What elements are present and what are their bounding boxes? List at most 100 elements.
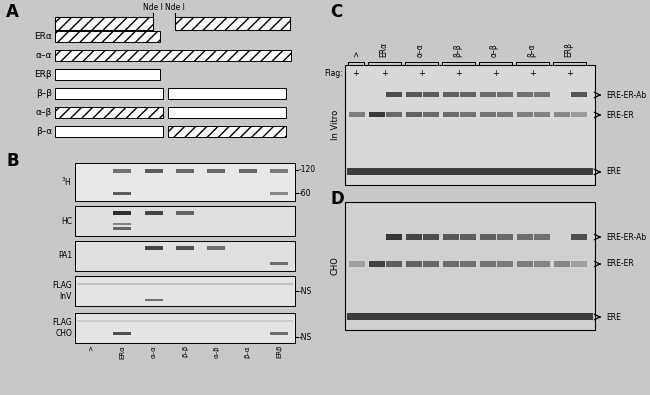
Text: ERE-ER: ERE-ER: [606, 260, 634, 269]
Text: Nde I: Nde I: [143, 3, 163, 12]
Bar: [144, 299, 162, 301]
Bar: [270, 169, 289, 173]
Text: β–β: β–β: [453, 43, 462, 57]
Text: ERE: ERE: [606, 312, 621, 322]
Bar: [113, 169, 131, 173]
Text: β–α: β–α: [527, 43, 536, 57]
Text: ERβ: ERβ: [34, 70, 52, 79]
Bar: [55, 88, 163, 99]
Bar: [270, 192, 289, 195]
Bar: [460, 92, 476, 97]
Bar: [460, 234, 476, 240]
Text: ERβ: ERβ: [276, 345, 282, 359]
Text: D: D: [330, 190, 344, 208]
Bar: [497, 261, 512, 267]
Text: Nde I: Nde I: [165, 3, 185, 12]
Text: CHO: CHO: [330, 257, 339, 275]
Bar: [55, 50, 291, 61]
Text: β–β: β–β: [36, 89, 52, 98]
Text: +: +: [566, 68, 573, 77]
Bar: [534, 112, 549, 117]
Bar: [534, 234, 549, 240]
Text: FLAG
InV: FLAG InV: [52, 281, 72, 301]
Bar: [77, 320, 293, 322]
Bar: [75, 313, 295, 343]
Bar: [176, 169, 194, 173]
Bar: [406, 261, 421, 267]
Bar: [113, 211, 131, 215]
Text: α–α: α–α: [416, 43, 425, 57]
Bar: [369, 112, 385, 117]
Text: -NS: -NS: [299, 286, 312, 295]
Bar: [517, 261, 532, 267]
Bar: [144, 246, 162, 250]
Text: +: +: [455, 68, 462, 77]
Text: ERα: ERα: [34, 32, 52, 41]
Bar: [347, 168, 593, 175]
Text: +: +: [418, 68, 425, 77]
Bar: [347, 313, 593, 320]
Bar: [571, 112, 586, 117]
Bar: [144, 211, 162, 215]
Bar: [534, 92, 549, 97]
Text: C: C: [330, 3, 343, 21]
Bar: [348, 261, 365, 267]
Text: B: B: [6, 152, 19, 170]
Bar: [517, 112, 532, 117]
Bar: [480, 112, 495, 117]
Bar: [554, 261, 569, 267]
Bar: [554, 112, 569, 117]
Bar: [443, 112, 458, 117]
Text: ERE-ER-Ab: ERE-ER-Ab: [606, 233, 646, 241]
Bar: [75, 276, 295, 306]
Bar: [345, 65, 595, 185]
Bar: [239, 169, 257, 173]
Text: +: +: [381, 68, 388, 77]
Bar: [55, 126, 163, 137]
Bar: [113, 192, 131, 195]
Bar: [385, 261, 402, 267]
Bar: [406, 234, 421, 240]
Text: α–β: α–β: [490, 43, 499, 57]
Text: α–α: α–α: [151, 345, 157, 358]
Bar: [75, 206, 295, 236]
Text: +: +: [352, 68, 359, 77]
Text: Flag:: Flag:: [324, 68, 343, 77]
Text: $^3$H: $^3$H: [61, 176, 72, 188]
Text: ERE-ER-Ab: ERE-ER-Ab: [606, 90, 646, 100]
Bar: [345, 202, 595, 330]
Bar: [406, 92, 421, 97]
Bar: [480, 261, 495, 267]
Text: A: A: [6, 3, 19, 21]
Text: PA1: PA1: [58, 252, 72, 260]
Bar: [385, 234, 402, 240]
Bar: [406, 112, 421, 117]
Text: FLAG
CHO: FLAG CHO: [52, 318, 72, 338]
Bar: [55, 69, 160, 80]
Text: ERα: ERα: [119, 345, 125, 359]
Text: ERα: ERα: [379, 42, 388, 57]
Bar: [176, 211, 194, 215]
Bar: [113, 227, 131, 230]
Text: >: >: [88, 345, 94, 351]
Bar: [55, 107, 163, 118]
Bar: [443, 261, 458, 267]
Bar: [113, 332, 131, 335]
Bar: [168, 107, 286, 118]
Bar: [75, 241, 295, 271]
Bar: [497, 92, 512, 97]
Text: β–β: β–β: [182, 345, 188, 357]
Text: β–α: β–α: [245, 345, 251, 357]
Text: -120: -120: [299, 166, 316, 175]
Bar: [422, 112, 439, 117]
Text: ERE-ER: ERE-ER: [606, 111, 634, 120]
Text: In Vitro: In Vitro: [330, 110, 339, 140]
Text: -NS: -NS: [299, 333, 312, 342]
Bar: [443, 234, 458, 240]
Bar: [571, 234, 586, 240]
Text: -60: -60: [299, 188, 311, 198]
Bar: [571, 261, 586, 267]
Bar: [144, 169, 162, 173]
Bar: [497, 234, 512, 240]
Bar: [422, 92, 439, 97]
